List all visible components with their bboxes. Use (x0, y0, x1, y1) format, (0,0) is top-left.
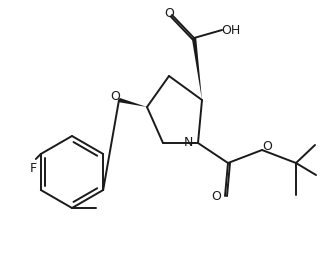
Polygon shape (192, 38, 202, 100)
Text: F: F (29, 161, 36, 174)
Text: O: O (262, 140, 272, 153)
Polygon shape (118, 98, 147, 107)
Text: O: O (110, 89, 120, 102)
Text: O: O (164, 6, 174, 20)
Text: O: O (211, 190, 221, 203)
Text: N: N (183, 136, 193, 149)
Text: OH: OH (222, 23, 241, 36)
